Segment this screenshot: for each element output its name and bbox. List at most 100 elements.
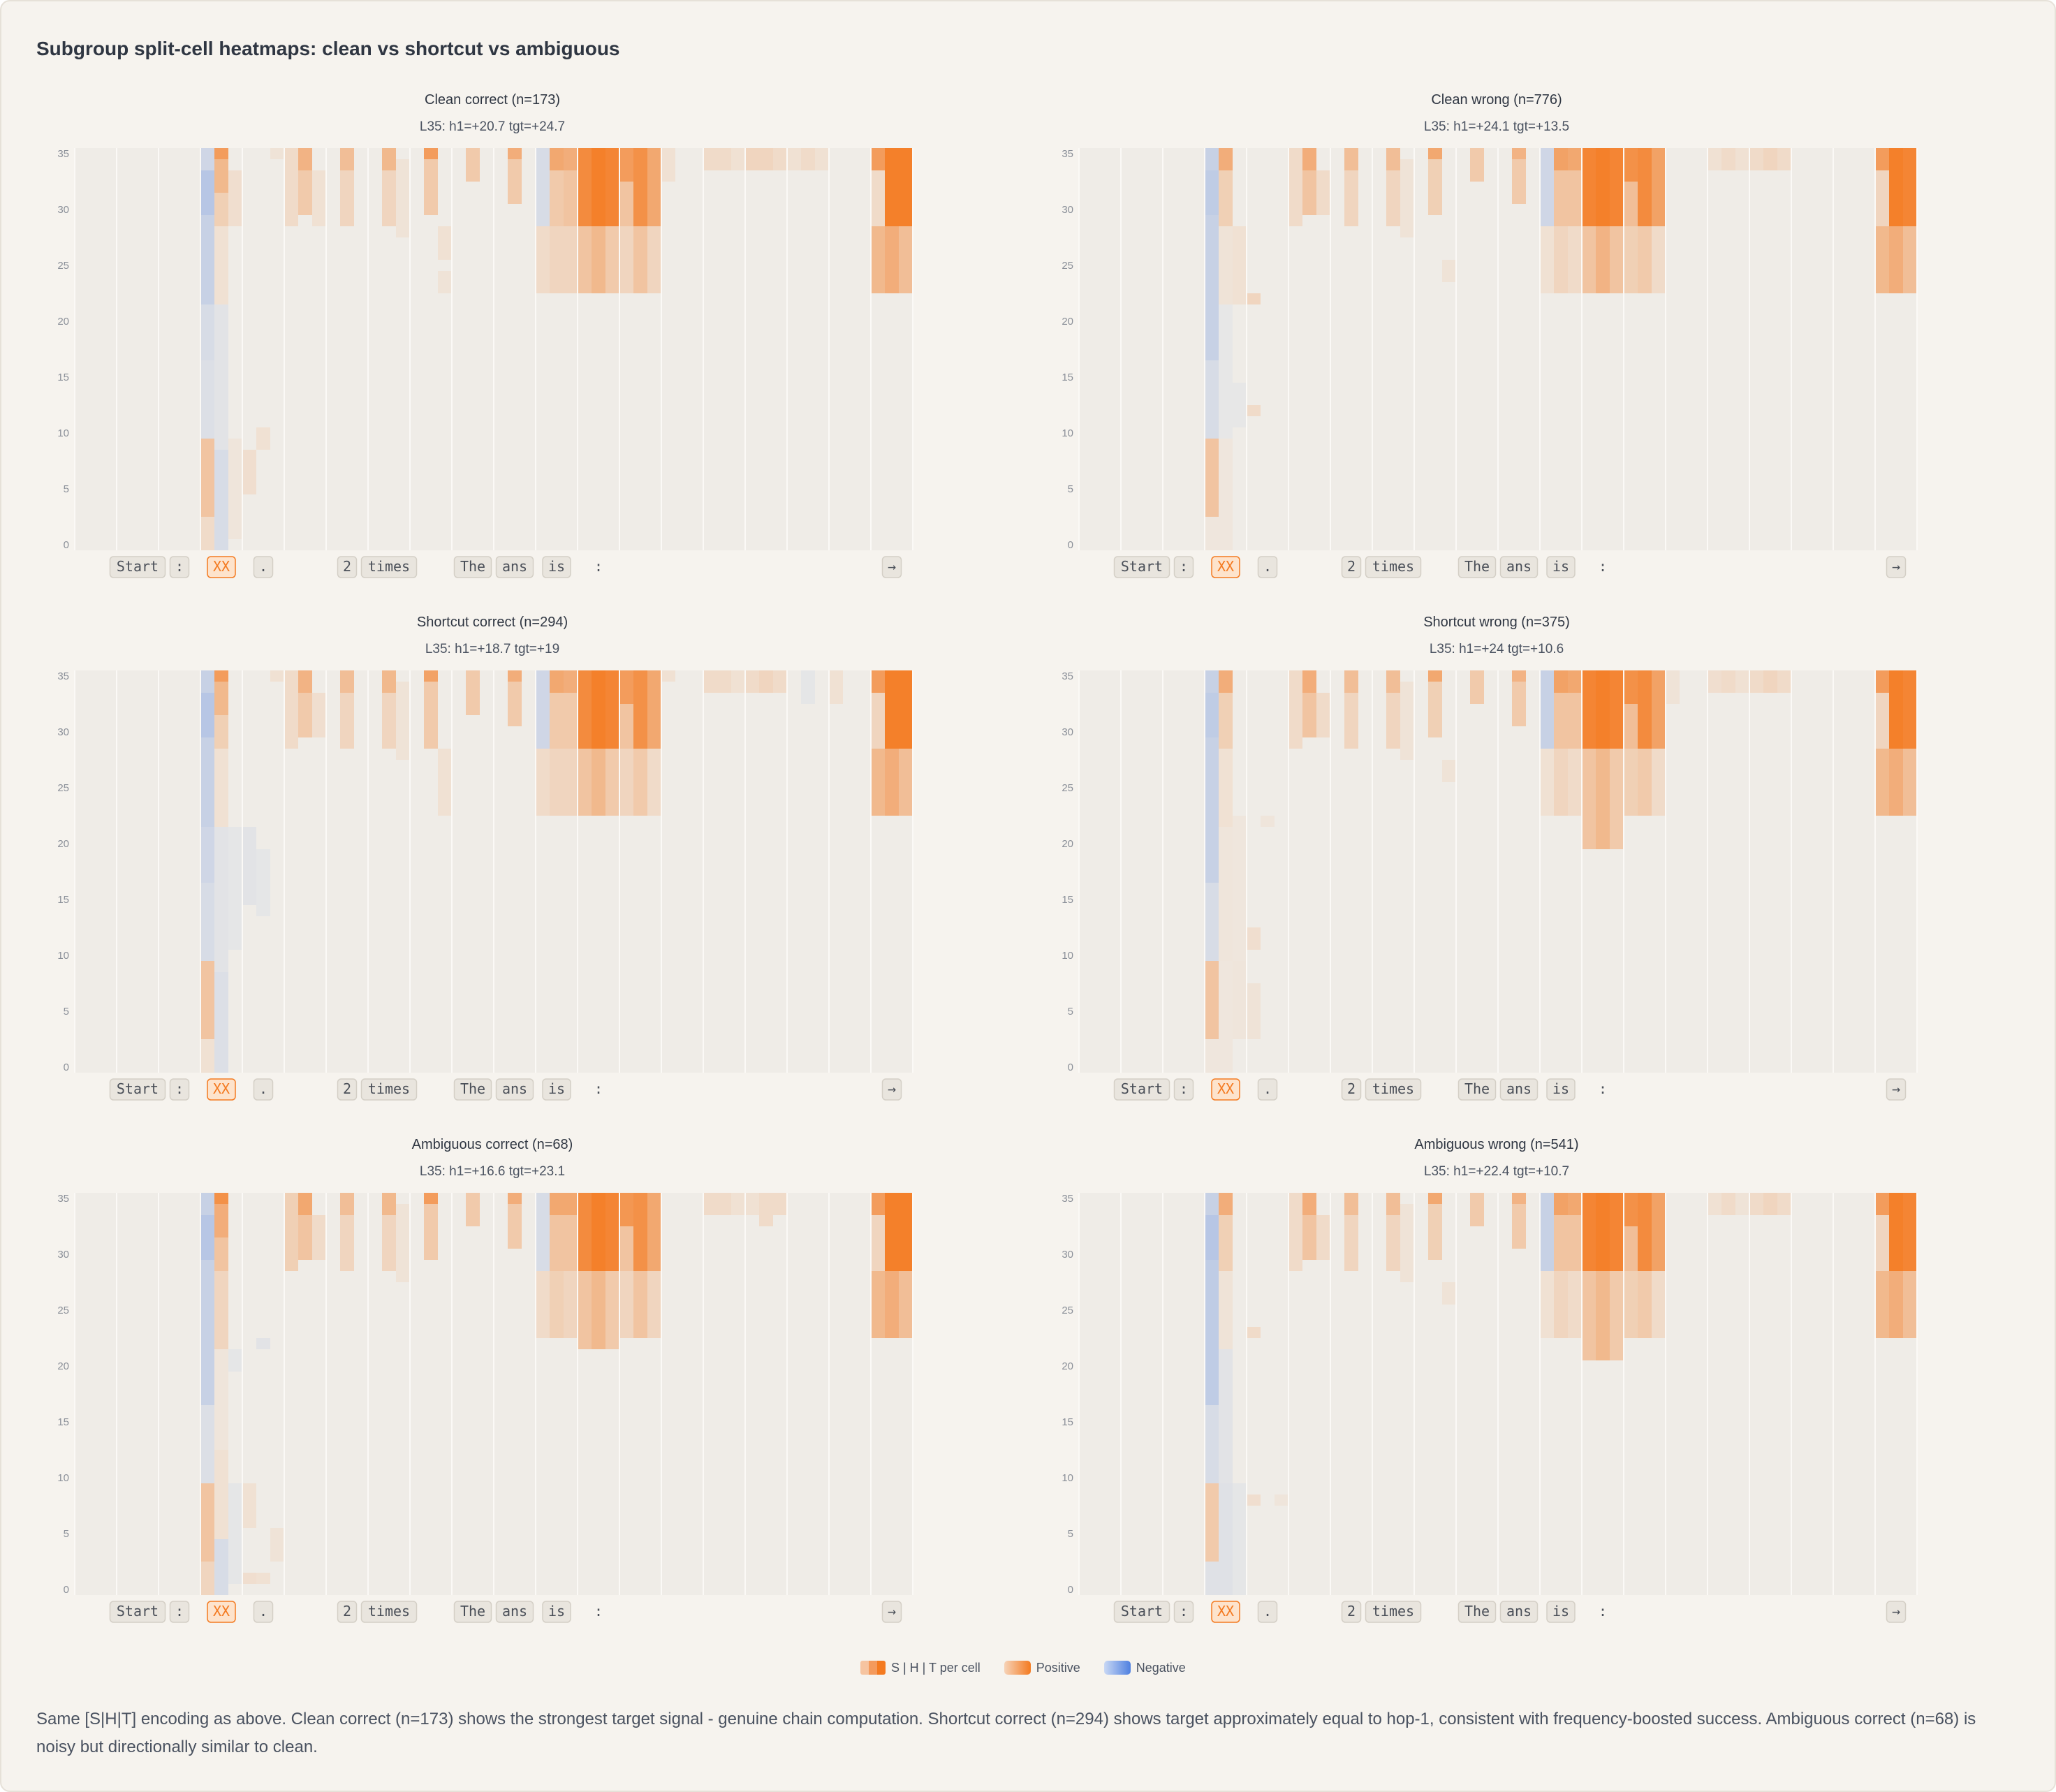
token-chip bbox=[360, 1078, 418, 1101]
heatmap-cell bbox=[885, 749, 899, 760]
heatmap-cell bbox=[214, 260, 228, 271]
heatmap-cell bbox=[1903, 1260, 1917, 1271]
heatmap-cell bbox=[605, 1338, 619, 1349]
heatmap-cell bbox=[242, 483, 256, 494]
heatmap-cell bbox=[1903, 1249, 1917, 1260]
heatmap-cell bbox=[284, 704, 298, 715]
heatmap-cell bbox=[1288, 726, 1302, 737]
heatmap-cell bbox=[1889, 1204, 1903, 1215]
token-chip bbox=[1257, 1078, 1278, 1101]
heatmap-cell bbox=[1582, 805, 1596, 816]
heatmap-cell bbox=[1903, 1193, 1917, 1204]
heatmap-cell bbox=[340, 1215, 354, 1226]
heatmap-cell bbox=[1540, 1293, 1554, 1305]
heatmap-cell bbox=[885, 1305, 899, 1316]
heatmap-cell bbox=[214, 1461, 228, 1472]
heatmap-cell bbox=[633, 682, 647, 693]
heatmap-cell bbox=[1582, 1338, 1596, 1349]
heatmap-cell bbox=[200, 383, 214, 394]
token-text: → bbox=[888, 1603, 896, 1620]
heatmap-cell bbox=[1582, 1305, 1596, 1316]
heatmap-cell bbox=[1233, 983, 1247, 994]
heatmap-cell bbox=[200, 1472, 214, 1483]
heatmap-cell bbox=[1610, 1249, 1624, 1260]
heatmap-cell bbox=[214, 670, 228, 682]
heatmap-cell bbox=[200, 271, 214, 282]
heatmap-cell bbox=[200, 237, 214, 249]
heatmap-cell bbox=[592, 737, 605, 749]
heatmap-cell bbox=[1205, 927, 1219, 939]
heatmap-cell bbox=[466, 693, 480, 704]
heatmap-cell bbox=[466, 670, 480, 682]
heatmap-cell bbox=[633, 1305, 647, 1316]
heatmap-cell bbox=[885, 682, 899, 693]
heatmap-cell bbox=[214, 271, 228, 282]
token-text: : bbox=[1599, 1080, 1607, 1097]
heatmap-cell bbox=[396, 715, 410, 726]
heatmap-cell bbox=[1386, 182, 1400, 193]
heatmap-cell bbox=[200, 693, 214, 704]
legend-split: S | H | T per cell bbox=[860, 1661, 981, 1675]
heatmap-cell bbox=[1596, 816, 1610, 827]
heatmap-cell bbox=[773, 1193, 787, 1204]
heatmap-cell bbox=[1554, 771, 1568, 782]
heatmap-cell bbox=[1568, 1260, 1582, 1271]
heatmap-cell bbox=[200, 1271, 214, 1282]
panel-title: Ambiguous wrong (n=541) bbox=[1414, 1137, 1579, 1152]
heatmap-cell bbox=[1205, 1226, 1219, 1237]
heatmap-cell bbox=[1205, 961, 1219, 972]
heatmap-cell bbox=[214, 282, 228, 293]
heatmap-cell bbox=[1638, 1271, 1652, 1282]
heatmap-cell bbox=[1624, 670, 1638, 682]
heatmap-cell bbox=[284, 148, 298, 159]
heatmap-cell bbox=[1219, 704, 1233, 715]
token-text: is bbox=[1552, 1603, 1569, 1620]
heatmap-cell bbox=[340, 1204, 354, 1215]
heatmap-cell bbox=[1428, 726, 1442, 737]
token-text: : bbox=[1599, 1603, 1607, 1620]
heatmap-cell bbox=[899, 159, 913, 170]
heatmap-cell bbox=[1205, 972, 1219, 983]
heatmap-cell bbox=[647, 1204, 661, 1215]
heatmap-cell bbox=[703, 148, 717, 159]
token-label: is bbox=[1546, 1601, 1576, 1623]
heatmap-cell bbox=[1205, 170, 1219, 182]
heatmap-cell bbox=[214, 838, 228, 849]
heatmap-cell bbox=[550, 704, 564, 715]
heatmap-cell bbox=[633, 148, 647, 159]
heatmap-cell bbox=[1344, 715, 1358, 726]
heatmap-cell bbox=[1219, 1050, 1233, 1062]
heatmap-cell bbox=[214, 894, 228, 905]
heatmap-cell bbox=[1903, 726, 1917, 737]
heatmap-cell bbox=[1247, 983, 1261, 994]
heatmap-cell bbox=[578, 1237, 592, 1249]
heatmap-cell bbox=[1205, 715, 1219, 726]
token-label: is bbox=[542, 1601, 571, 1623]
heatmap-cell bbox=[508, 159, 522, 170]
heatmap-cell bbox=[564, 1204, 578, 1215]
heatmap-cell bbox=[1205, 1338, 1219, 1349]
heatmap-cell bbox=[1288, 670, 1302, 682]
y-tick-label: 25 bbox=[57, 1305, 69, 1316]
heatmap-cell bbox=[340, 204, 354, 215]
token-text: . bbox=[259, 1603, 267, 1620]
heatmap-cell bbox=[1638, 260, 1652, 271]
heatmap-cell bbox=[564, 271, 578, 282]
heatmap-cell bbox=[1582, 1316, 1596, 1327]
heatmap-cell bbox=[200, 715, 214, 726]
heatmap-cell bbox=[1428, 204, 1442, 215]
heatmap-cell bbox=[214, 1062, 228, 1073]
heatmap-cell bbox=[424, 193, 438, 204]
heatmap-cell bbox=[619, 715, 633, 726]
figure-caption: Same [S|H|T] encoding as above. Clean co… bbox=[36, 1710, 1976, 1756]
heatmap-cell bbox=[1554, 260, 1568, 271]
heatmap-cell bbox=[1288, 1226, 1302, 1237]
heatmap-cell bbox=[284, 726, 298, 737]
heatmap-cell bbox=[1540, 704, 1554, 715]
heatmap-cell bbox=[1233, 1539, 1247, 1550]
heatmap-cell bbox=[745, 682, 759, 693]
heatmap-cell bbox=[1610, 249, 1624, 260]
token-text: The bbox=[1464, 1603, 1490, 1620]
heatmap-cell bbox=[1344, 737, 1358, 749]
heatmap-cell bbox=[550, 159, 564, 170]
